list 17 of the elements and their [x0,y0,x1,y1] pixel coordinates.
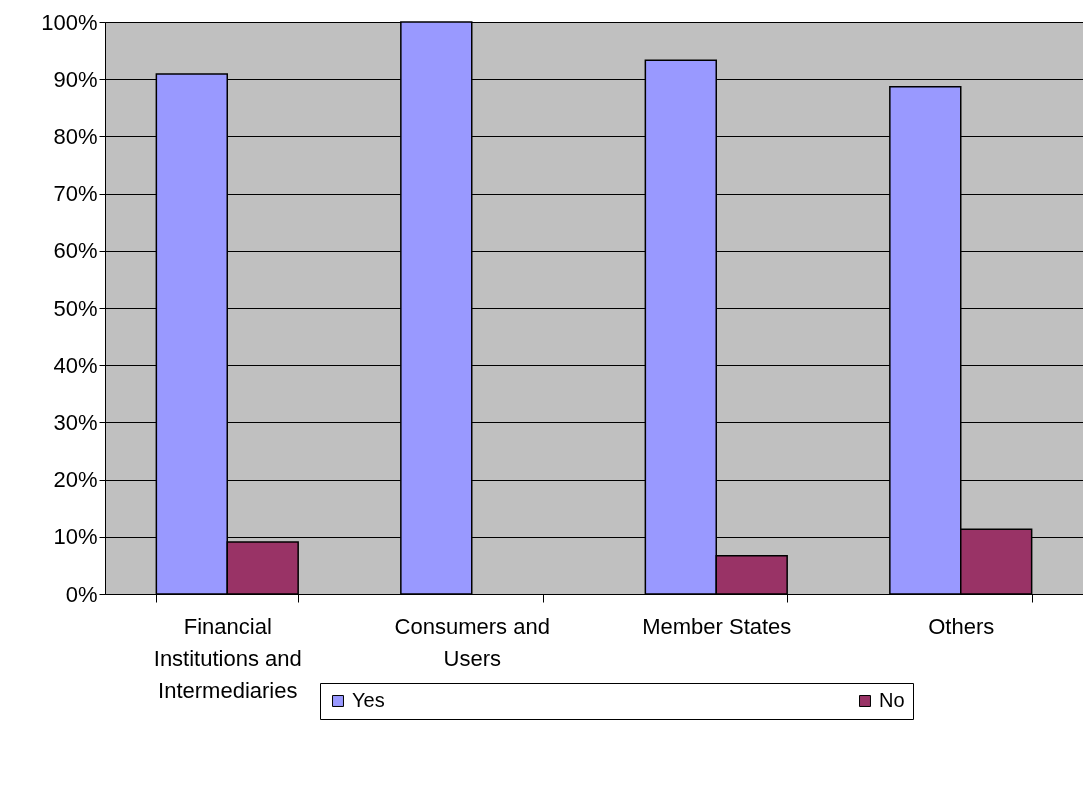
x-tick-label: Financial Institutions and Intermediaries [153,613,302,703]
x-tick-label: Others [928,613,995,639]
y-tick-label: 30% [53,409,98,435]
y-tick-label: 0% [65,581,98,607]
legend-label: No [879,689,905,711]
y-tick-label: 40% [53,352,98,378]
y-tick-label: 90% [53,66,98,92]
y-tick-label: 60% [53,238,98,264]
y-tick-label: 10% [53,524,98,550]
y-tick-label: 80% [53,123,98,149]
x-tick-label: Consumers and Users [394,613,550,671]
legend-label: Yes [352,689,385,711]
y-tick-label: 20% [53,467,98,493]
x-tick-label: Member States [642,613,792,639]
y-tick-label: 70% [53,181,98,207]
y-tick-label: 50% [53,295,98,321]
y-tick-label: 100% [41,9,98,35]
